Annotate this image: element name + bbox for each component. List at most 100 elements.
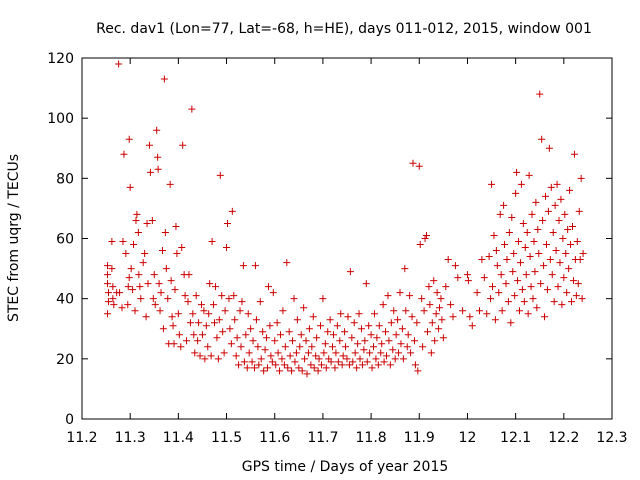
data-point [452,262,459,269]
data-point [466,313,473,320]
data-point [535,250,542,257]
data-point [247,325,254,332]
data-point [440,334,447,341]
data-point [509,268,516,275]
data-point [203,322,210,329]
data-point [172,223,179,230]
data-point [541,313,548,320]
x-axis-label: GPS time / Days of year 2015 [242,459,449,475]
data-point [400,355,407,362]
data-point [179,142,186,149]
data-point [244,364,251,371]
data-point [152,301,159,308]
data-point [481,274,488,281]
data-point [486,253,493,260]
data-point [437,295,444,302]
data-point [177,343,184,350]
data-point [503,280,510,287]
data-point [144,220,151,227]
data-point [237,307,244,314]
data-point [422,235,429,242]
data-point [191,349,198,356]
data-point [513,169,520,176]
data-point [506,229,513,236]
data-point [311,364,318,371]
data-point [263,334,270,341]
data-point [365,322,372,329]
data-point [289,337,296,344]
data-point [423,232,430,239]
data-point [171,286,178,293]
data-point [438,316,445,323]
data-point [394,316,401,323]
data-point [349,358,356,365]
data-point [264,364,271,371]
data-point [109,295,116,302]
data-point [520,220,527,227]
data-point [115,61,122,68]
data-point [404,343,411,350]
data-point [104,310,111,317]
x-axis: 11.211.311.411.511.611.711.811.91212.112… [66,58,627,446]
y-tick: 60 [56,232,612,248]
data-point [178,244,185,251]
data-point [516,307,523,314]
data-point [278,355,285,362]
data-point [553,247,560,254]
data-point [204,343,211,350]
data-point [173,250,180,257]
data-point [377,349,384,356]
data-point [417,241,424,248]
x-tick: 12.2 [548,58,579,446]
data-point [570,277,577,284]
data-point [249,358,256,365]
data-point [230,292,237,299]
data-point [286,328,293,335]
data-point [416,163,423,170]
data-point [276,367,283,374]
data-point [490,232,497,239]
data-point [492,316,499,323]
data-point [336,337,343,344]
data-point [201,355,208,362]
data-point [110,301,117,308]
data-point [190,331,197,338]
data-point [161,76,168,83]
data-point [331,364,338,371]
data-point [155,166,162,173]
data-point [283,259,290,266]
data-point [493,247,500,254]
data-point [291,295,298,302]
y-tick-label: 60 [56,232,74,248]
data-point [330,331,337,338]
data-point [507,319,514,326]
x-tick: 12.1 [500,58,531,446]
data-point [213,334,220,341]
data-point [546,145,553,152]
data-point [532,199,539,206]
data-point [287,352,294,359]
data-point [384,292,391,299]
x-tick-label: 12 [459,430,477,446]
x-tick-label: 11.3 [115,430,146,446]
data-point [544,286,551,293]
data-point [487,295,494,302]
data-point [488,181,495,188]
data-point [578,175,585,182]
data-point [418,295,425,302]
data-point [218,292,225,299]
data-point [366,349,373,356]
data-point [339,361,346,368]
x-tick: 11.9 [404,58,435,446]
x-tick-label: 12.1 [500,430,531,446]
chart-title: Rec. dav1 (Lon=77, Lat=-68, h=HE), days … [96,21,592,37]
data-point [145,280,152,287]
data-point [344,313,351,320]
data-point [542,193,549,200]
data-point [132,217,139,224]
data-point [445,256,452,263]
data-point [501,241,508,248]
data-point [566,187,573,194]
data-point [255,361,262,368]
data-point [238,298,245,305]
